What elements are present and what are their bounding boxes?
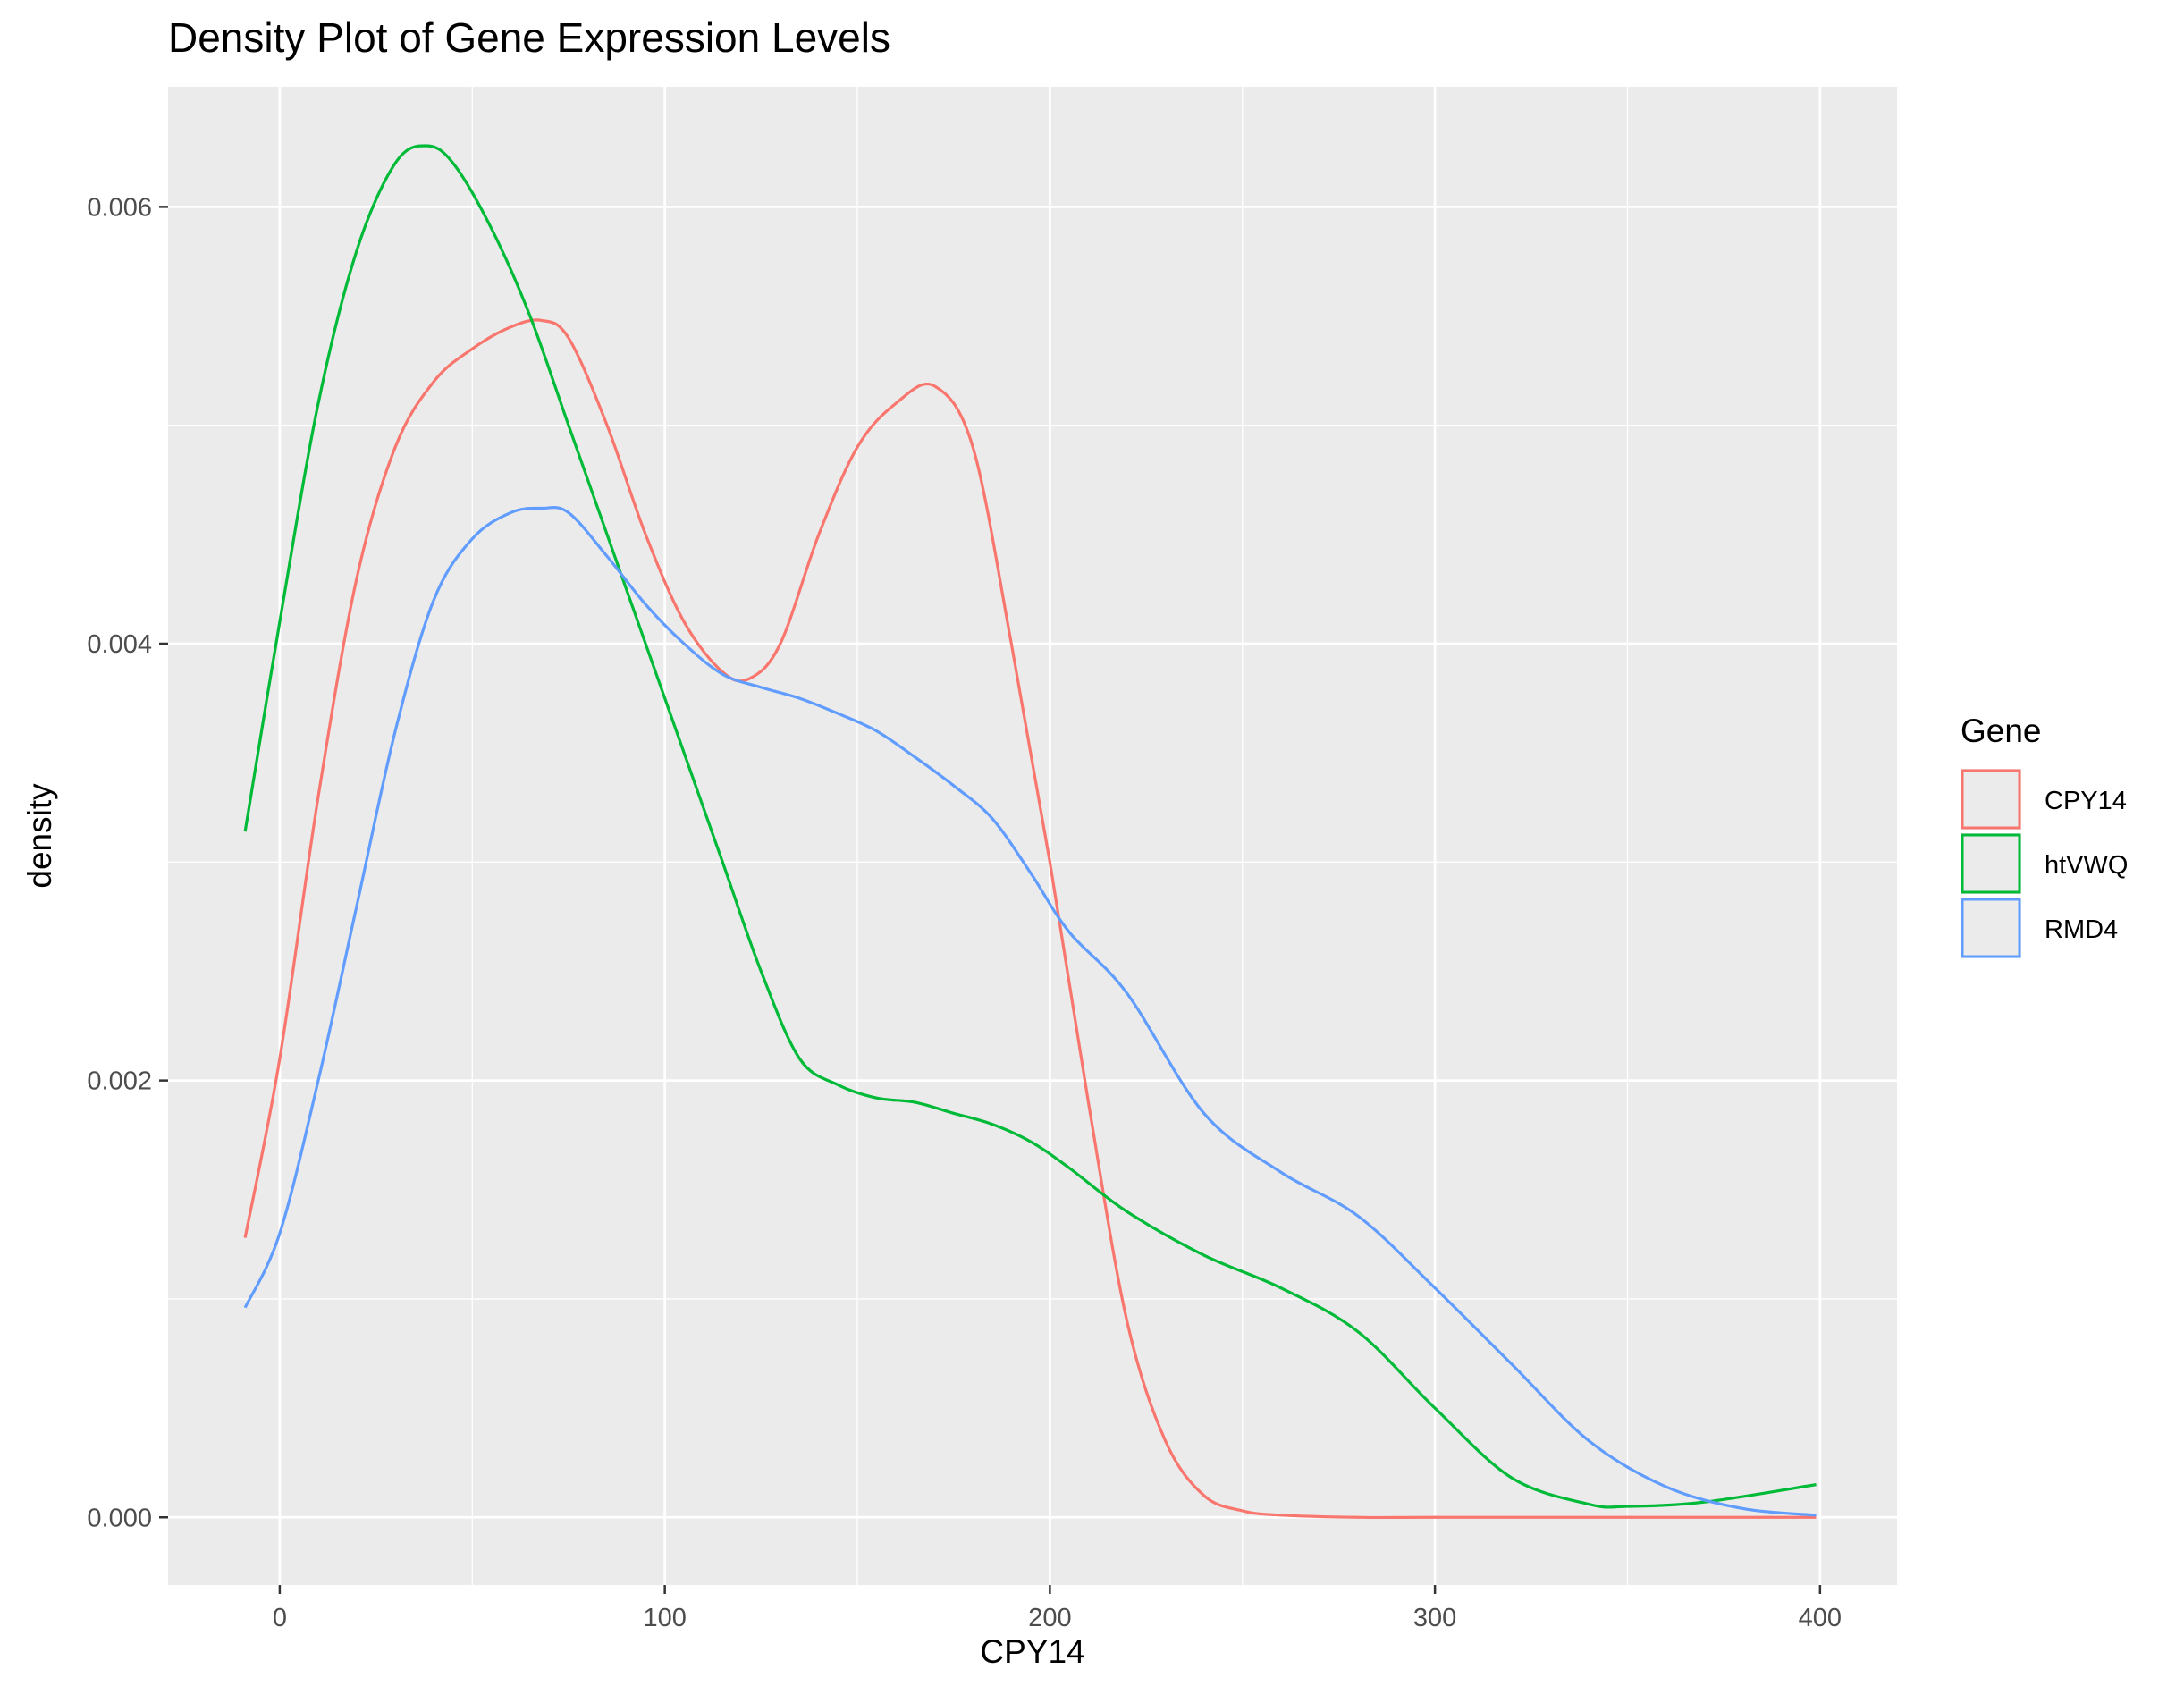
legend-key-htvwq — [1961, 833, 2021, 894]
series-line-cpy14 — [243, 318, 1817, 1520]
legend-label: RMD4 — [2045, 915, 2118, 944]
legend-key-bg — [1961, 769, 2021, 830]
series-line-rmd4 — [243, 506, 1817, 1517]
x-tick-label: 400 — [1799, 1604, 1842, 1632]
legend-key-bg — [1961, 833, 2021, 894]
y-tick-label: 0.002 — [87, 1067, 152, 1096]
x-tick-label: 100 — [643, 1604, 686, 1632]
legend-items: CPY14 htVWQ RMD4 — [1961, 769, 2128, 958]
series-line-htvwq — [243, 144, 1817, 1509]
legend: Gene CPY14 htVWQ RMD4 — [1961, 713, 2128, 958]
x-tick-label: 300 — [1413, 1604, 1456, 1632]
legend-title: Gene — [1961, 713, 2042, 749]
legend-key-cpy14 — [1961, 769, 2021, 830]
legend-label: CPY14 — [2045, 787, 2127, 815]
y-axis-title: density — [21, 783, 58, 889]
y-tick-label: 0.000 — [87, 1504, 152, 1532]
legend-label: htVWQ — [2045, 851, 2128, 880]
x-axis-title: CPY14 — [980, 1633, 1084, 1670]
y-tick-label: 0.004 — [87, 630, 152, 659]
x-tick-label: 0 — [273, 1604, 287, 1632]
y-tick-label: 0.006 — [87, 193, 152, 222]
plot-panel — [168, 87, 1897, 1585]
legend-key-rmd4 — [1961, 898, 2021, 958]
chart-title: Density Plot of Gene Expression Levels — [168, 14, 890, 61]
legend-key-bg — [1961, 898, 2021, 958]
x-tick-label: 200 — [1028, 1604, 1071, 1632]
series-layer — [243, 144, 1817, 1520]
axis-ticks: 0 100 200 300 400 0.000 0.002 0.004 0.006 — [87, 193, 1842, 1632]
